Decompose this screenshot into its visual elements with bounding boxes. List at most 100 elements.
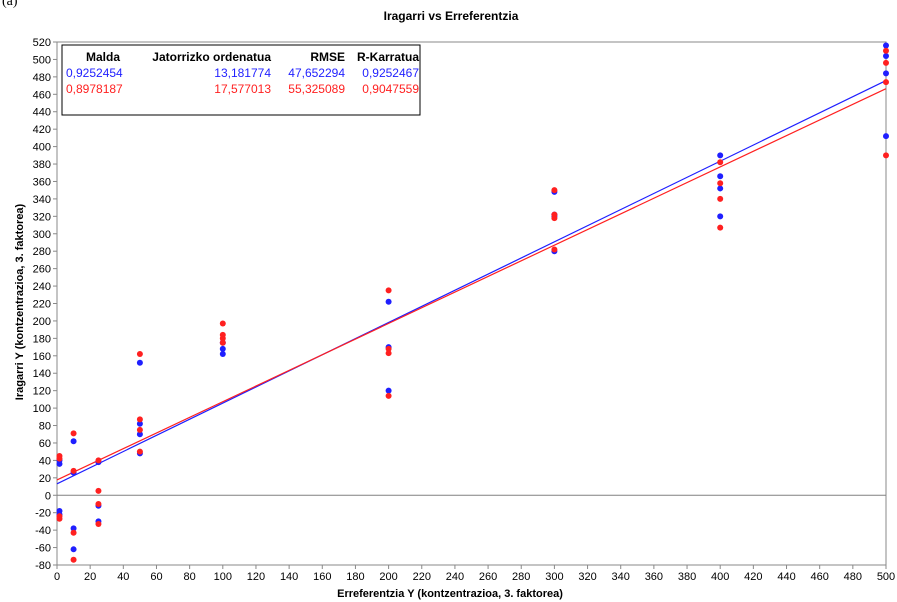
data-point-series-1 <box>385 345 392 352</box>
x-axis-label: Erreferentzia Y (kontzentrazioa, 3. fakt… <box>337 588 563 600</box>
regression-lines <box>56 79 887 485</box>
legend-header-slope: Malda <box>86 50 120 64</box>
y-tick-label: 320 <box>33 211 51 223</box>
x-tick-label: 360 <box>645 571 663 583</box>
x-tick-label: 40 <box>117 571 129 583</box>
y-tick-label: 140 <box>33 368 51 380</box>
y-tick-label: 520 <box>33 37 51 49</box>
y-tick-label: 340 <box>33 194 51 206</box>
data-point-series-1 <box>136 426 143 433</box>
legend-blue-slope: 0,9252454 <box>66 66 123 80</box>
x-tick-label: 420 <box>744 571 762 583</box>
data-point-series-1 <box>56 515 63 522</box>
data-point-series-1 <box>883 47 889 54</box>
y-tick-label: 20 <box>39 473 51 485</box>
x-tick-label: 300 <box>545 571 563 583</box>
y-tick-label: 480 <box>33 72 51 84</box>
data-point-series-1 <box>551 215 558 222</box>
data-point-series-1 <box>883 152 889 159</box>
x-axis-ticks: 0 20 40 60 80 100 120 140 160 180 200 220 240 260 280 3… <box>54 565 895 583</box>
data-point-series-1 <box>136 416 143 423</box>
fit-line-series-1 <box>56 88 887 481</box>
y-tick-label: 220 <box>33 299 51 311</box>
y-tick-label: -60 <box>35 543 51 555</box>
y-tick-label: 300 <box>33 229 51 241</box>
x-tick-label: 280 <box>512 571 530 583</box>
data-point-series-1 <box>70 556 77 563</box>
data-point-series-1 <box>385 287 392 294</box>
data-point-series-1 <box>70 430 77 437</box>
x-tick-label: 380 <box>678 571 696 583</box>
y-tick-label: 180 <box>33 333 51 345</box>
x-tick-label: 240 <box>446 571 464 583</box>
data-point-series-1 <box>95 521 102 528</box>
figure-label: (a) <box>2 0 18 9</box>
chart-title: Iragarri vs Erreferentzia <box>384 9 519 23</box>
x-tick-label: 200 <box>379 571 397 583</box>
legend-header-rmse: RMSE <box>310 50 345 64</box>
data-point-series-1 <box>551 187 558 194</box>
data-point-series-1 <box>136 351 143 358</box>
x-tick-label: 220 <box>413 571 431 583</box>
data-point-series-1 <box>385 350 392 357</box>
data-point-series-1 <box>717 195 724 202</box>
data-point-series-1 <box>95 457 102 464</box>
data-point-series-1 <box>219 335 226 342</box>
x-tick-label: 0 <box>54 571 60 583</box>
x-tick-label: 60 <box>150 571 162 583</box>
y-tick-label: 240 <box>33 281 51 293</box>
y-tick-label: 40 <box>39 455 51 467</box>
legend-table: Malda Jatorrizko ordenatua RMSE R-Karrat… <box>61 44 421 116</box>
data-point-series-0 <box>70 438 77 445</box>
data-point-series-0 <box>56 460 63 467</box>
data-point-series-1 <box>717 224 724 231</box>
data-points <box>56 42 889 563</box>
y-tick-label: 260 <box>33 264 51 276</box>
data-point-series-1 <box>95 500 102 507</box>
legend-blue-rmse: 47,652294 <box>288 66 345 80</box>
data-point-series-1 <box>883 59 889 66</box>
data-point-series-0 <box>136 431 143 438</box>
legend-red-rmse: 55,325089 <box>288 82 345 96</box>
data-point-series-1 <box>219 339 226 346</box>
x-tick-label: 500 <box>877 571 895 583</box>
data-point-series-0 <box>883 52 889 59</box>
data-point-series-0 <box>717 152 724 159</box>
y-tick-label: -40 <box>35 525 51 537</box>
x-tick-label: 100 <box>214 571 232 583</box>
data-point-series-1 <box>883 79 889 86</box>
y-tick-label: 360 <box>33 176 51 188</box>
data-point-series-1 <box>385 392 392 399</box>
data-point-series-1 <box>717 180 724 187</box>
y-tick-label: 420 <box>33 124 51 136</box>
data-point-series-0 <box>136 359 143 366</box>
y-tick-label: 380 <box>33 159 51 171</box>
y-tick-label: 80 <box>39 421 51 433</box>
x-tick-label: 340 <box>612 571 630 583</box>
x-tick-label: 160 <box>313 571 331 583</box>
y-tick-label: 500 <box>33 54 51 66</box>
x-tick-label: 320 <box>578 571 596 583</box>
legend-blue-rsquared: 0,9252467 <box>362 66 419 80</box>
legend-red-intercept: 17,577013 <box>214 82 271 96</box>
data-point-series-0 <box>136 420 143 427</box>
fit-line-series-0 <box>56 79 887 485</box>
plot-area <box>56 41 887 566</box>
legend-header-rsquared: R-Karratua <box>357 50 419 64</box>
data-point-series-1 <box>70 529 77 536</box>
x-tick-label: 440 <box>777 571 795 583</box>
data-point-series-0 <box>219 345 226 352</box>
data-point-series-0 <box>385 387 392 394</box>
x-tick-label: 80 <box>184 571 196 583</box>
x-tick-label: 460 <box>811 571 829 583</box>
y-tick-label: 440 <box>33 107 51 119</box>
data-point-series-1 <box>70 467 77 474</box>
data-point-series-0 <box>70 525 77 532</box>
y-tick-label: 280 <box>33 246 51 258</box>
data-point-series-0 <box>883 133 889 140</box>
y-tick-label: 100 <box>33 403 51 415</box>
y-tick-label: 460 <box>33 89 51 101</box>
y-axis-ticks: -80 -60 -40 -20 0 20 40 60 80 100 120 140 160 180 200 2… <box>33 37 57 572</box>
x-tick-label: 120 <box>247 571 265 583</box>
